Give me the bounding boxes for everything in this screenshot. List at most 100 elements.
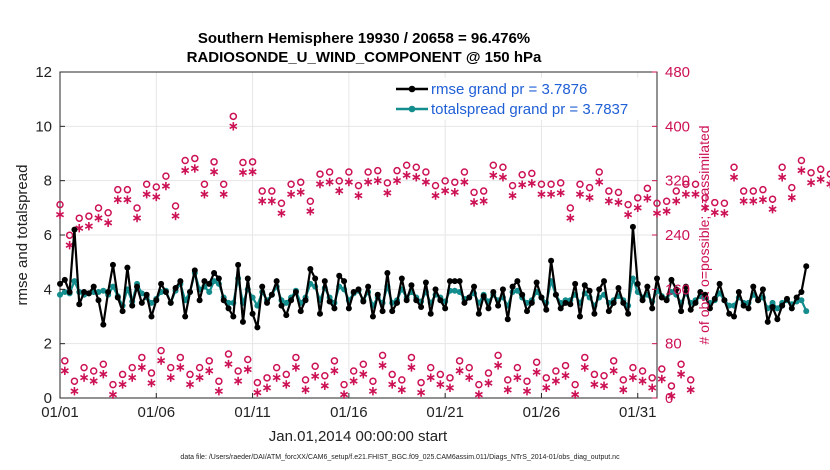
obs-possible-high-assimilated-marker-stroke	[113, 196, 122, 203]
rmse-point	[105, 289, 112, 296]
obs-possible-high-marker	[287, 180, 295, 188]
obs-possible-low-marker	[378, 351, 387, 360]
obs-possible-high-assimilated-marker	[354, 191, 363, 200]
obs-possible-high-assimilated-marker	[816, 175, 825, 184]
obs-possible-high-assimilated-marker	[132, 213, 142, 223]
obs-possible-low-marker	[629, 363, 637, 372]
legend: rmse grand pr = 3.7876 totalspread grand…	[390, 78, 648, 120]
rmse-point	[663, 297, 670, 304]
obs-possible-low-marker	[504, 376, 512, 384]
obs-possible-low-assimilated-marker-stroke	[407, 364, 416, 371]
rmse-point	[692, 299, 699, 306]
obs-possible-low-marker	[311, 362, 319, 371]
rmse-point	[215, 275, 222, 282]
obs-possible-low-assimilated-marker	[551, 376, 560, 386]
obs-possible-low-assimilated-marker-stroke	[397, 387, 406, 393]
obs-possible-high-marker	[537, 180, 546, 188]
obs-possible-high-assimilated-marker-stroke	[585, 194, 594, 201]
y-tick-label: 8	[44, 173, 52, 190]
obs-possible-high-marker	[239, 158, 247, 167]
rmse-point	[528, 299, 535, 306]
obs-possible-high-assimilated-marker	[787, 193, 796, 202]
obs-possible-low-assimilated-marker-stroke	[388, 381, 397, 388]
rmse-point	[114, 294, 121, 301]
rmse-point	[225, 305, 232, 312]
obs-possible-low-assimilated-marker	[243, 365, 252, 374]
totalspread-point	[629, 275, 636, 282]
obs-possible-high-marker	[508, 181, 517, 190]
obs-possible-low-assimilated-marker	[272, 373, 281, 382]
obs-possible-high-assimilated-marker	[489, 171, 498, 180]
obs-possible-low-marker	[166, 363, 175, 372]
obs-possible-high-assimilated-marker	[566, 213, 575, 223]
obs-possible-high-assimilated-marker	[441, 186, 450, 196]
rmse-point	[514, 278, 521, 285]
obs-possible-high-assimilated-marker	[652, 209, 662, 218]
obs-possible-low-marker	[513, 363, 522, 372]
obs-possible-low-marker	[388, 370, 396, 379]
obs-possible-low-marker	[80, 363, 88, 372]
x-tick-label: 01/26	[523, 404, 561, 421]
obs-possible-high-assimilated-marker	[556, 188, 565, 198]
data-file-footnote: data file: /Users/raeder/DAI/ATM_forcXX/…	[180, 454, 620, 461]
obs-possible-high-marker	[701, 194, 709, 202]
rmse-point	[755, 297, 762, 304]
obs-possible-high-assimilated-marker-stroke	[710, 209, 719, 216]
obs-possible-low-assimilated-marker	[234, 376, 243, 386]
obs-possible-high-marker	[711, 198, 719, 207]
obs-possible-high-assimilated-marker-stroke	[325, 179, 334, 185]
rmse-point	[413, 297, 420, 304]
rmse-point	[61, 276, 68, 283]
obs-possible-high-assimilated-marker-stroke	[470, 199, 479, 206]
obs-possible-high-assimilated-marker-stroke	[392, 177, 402, 184]
obs-possible-low-assimilated-marker-stroke	[474, 391, 483, 398]
y-right-tick-label: 320	[665, 173, 690, 190]
rmse-point	[336, 272, 343, 279]
obs-possible-low-marker	[205, 357, 213, 365]
rmse-point	[668, 276, 675, 283]
obs-possible-high-assimilated-marker	[460, 177, 469, 187]
rmse-point	[471, 283, 478, 290]
obs-possible-high-assimilated-marker	[113, 195, 122, 204]
obs-possible-high-assimilated-marker-stroke	[277, 210, 286, 217]
obs-possible-low-assimilated-marker-stroke	[320, 382, 329, 389]
obs-possible-high-assimilated-marker-stroke	[768, 206, 777, 212]
obs-possible-low-marker	[475, 380, 483, 389]
obs-possible-high-marker	[826, 170, 830, 178]
obs-possible-low-marker	[359, 360, 368, 368]
obs-possible-low-assimilated-marker	[677, 370, 686, 379]
obs-possible-high-marker	[556, 179, 565, 187]
rmse-point	[456, 278, 463, 285]
obs-possible-high-assimilated-marker	[729, 173, 739, 182]
obs-possible-low-assimilated-marker-stroke	[157, 357, 166, 364]
rmse-point	[418, 303, 425, 310]
obs-possible-high-marker	[142, 180, 151, 188]
obs-possible-high-marker	[85, 212, 93, 220]
obs-possible-high-marker	[547, 180, 555, 188]
obs-possible-high-assimilated-marker	[287, 190, 296, 199]
obs-possible-high-assimilated-marker-stroke	[729, 174, 739, 181]
rmse-point	[57, 280, 63, 287]
obs-possible-low-assimilated-marker	[185, 380, 195, 389]
obs-possible-low-assimilated-marker	[532, 367, 541, 377]
obs-possible-high-assimilated-marker	[94, 213, 103, 223]
obs-possible-high-assimilated-marker-stroke	[807, 179, 816, 186]
legend-rmse-label: rmse grand pr = 3.7876	[431, 81, 587, 98]
obs-possible-low-marker	[176, 353, 185, 362]
obs-possible-low-assimilated-marker-stroke	[551, 378, 560, 384]
obs-possible-low-marker	[571, 380, 579, 389]
obs-possible-low-assimilated-marker-stroke	[301, 387, 310, 393]
obs-possible-low-assimilated-marker-stroke	[417, 389, 426, 396]
totalspread-point	[774, 305, 781, 312]
obs-possible-high-marker	[383, 179, 392, 187]
obs-possible-low-assimilated-marker-stroke	[561, 372, 570, 379]
rmse-point	[475, 310, 482, 317]
rmse-point	[764, 318, 771, 325]
obs-possible-low-assimilated-marker	[368, 387, 377, 396]
obs-possible-low-assimilated-marker-stroke	[571, 391, 580, 398]
obs-possible-low-marker	[244, 355, 252, 364]
obs-possible-low-marker	[282, 370, 291, 379]
obs-possible-high-assimilated-marker-stroke	[431, 192, 440, 199]
obs-possible-high-marker	[412, 163, 421, 172]
